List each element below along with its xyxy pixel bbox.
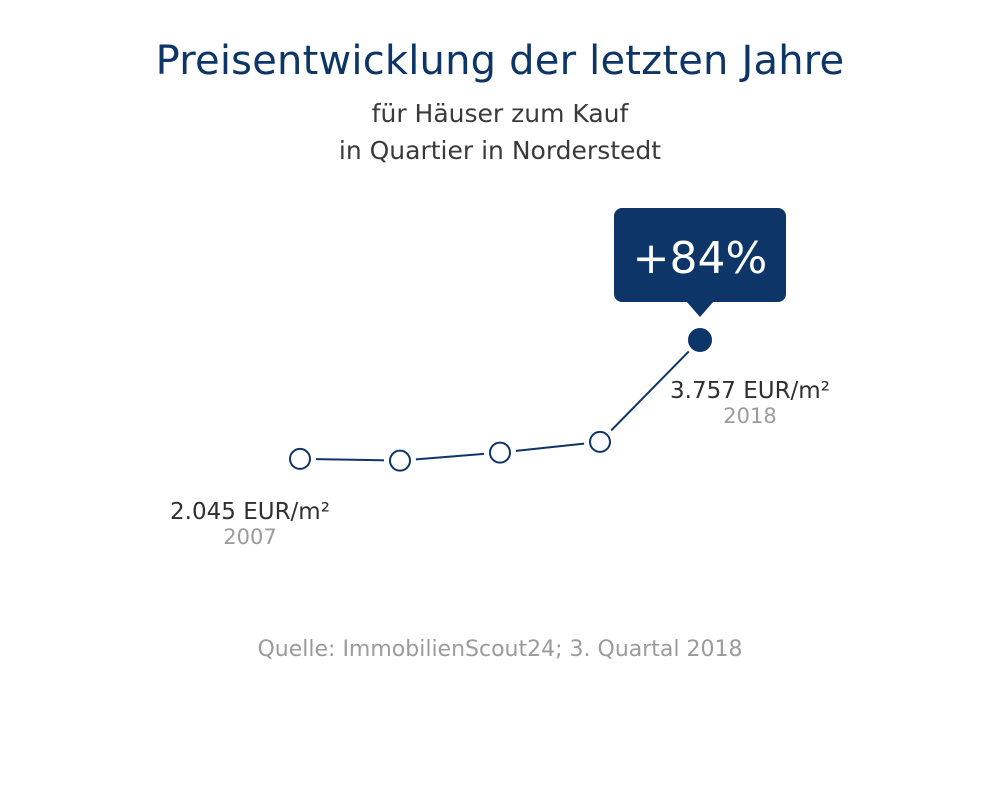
change-callout-pointer: [686, 301, 714, 317]
data-point: [589, 430, 611, 453]
line-segment: [415, 452, 485, 461]
change-percentage: +84%: [633, 233, 768, 284]
data-point: [489, 441, 511, 464]
start-value-label: 2.045 EUR/m²: [170, 499, 330, 525]
chart-subtitle-line1: für Häuser zum Kauf: [371, 99, 629, 128]
change-callout-box: [614, 208, 786, 302]
source-note: Quelle: ImmobilienScout24; 3. Quartal 20…: [257, 637, 743, 662]
data-point: [289, 447, 311, 470]
line-segment: [610, 350, 690, 432]
change-callout: +84%: [614, 208, 786, 317]
end-year-label: 2018: [723, 404, 776, 428]
data-point: [688, 328, 712, 352]
data-points: [289, 328, 712, 472]
chart-subtitle-line2: in Quartier in Norderstedt: [338, 136, 662, 165]
chart-title: Preisentwicklung der letzten Jahre: [155, 38, 845, 84]
start-year-label: 2007: [223, 525, 276, 549]
line-segments: [315, 350, 690, 462]
line-segment: [315, 458, 385, 462]
data-point: [389, 449, 411, 472]
end-value-label: 3.757 EUR/m²: [670, 378, 830, 404]
line-segment: [515, 442, 585, 452]
